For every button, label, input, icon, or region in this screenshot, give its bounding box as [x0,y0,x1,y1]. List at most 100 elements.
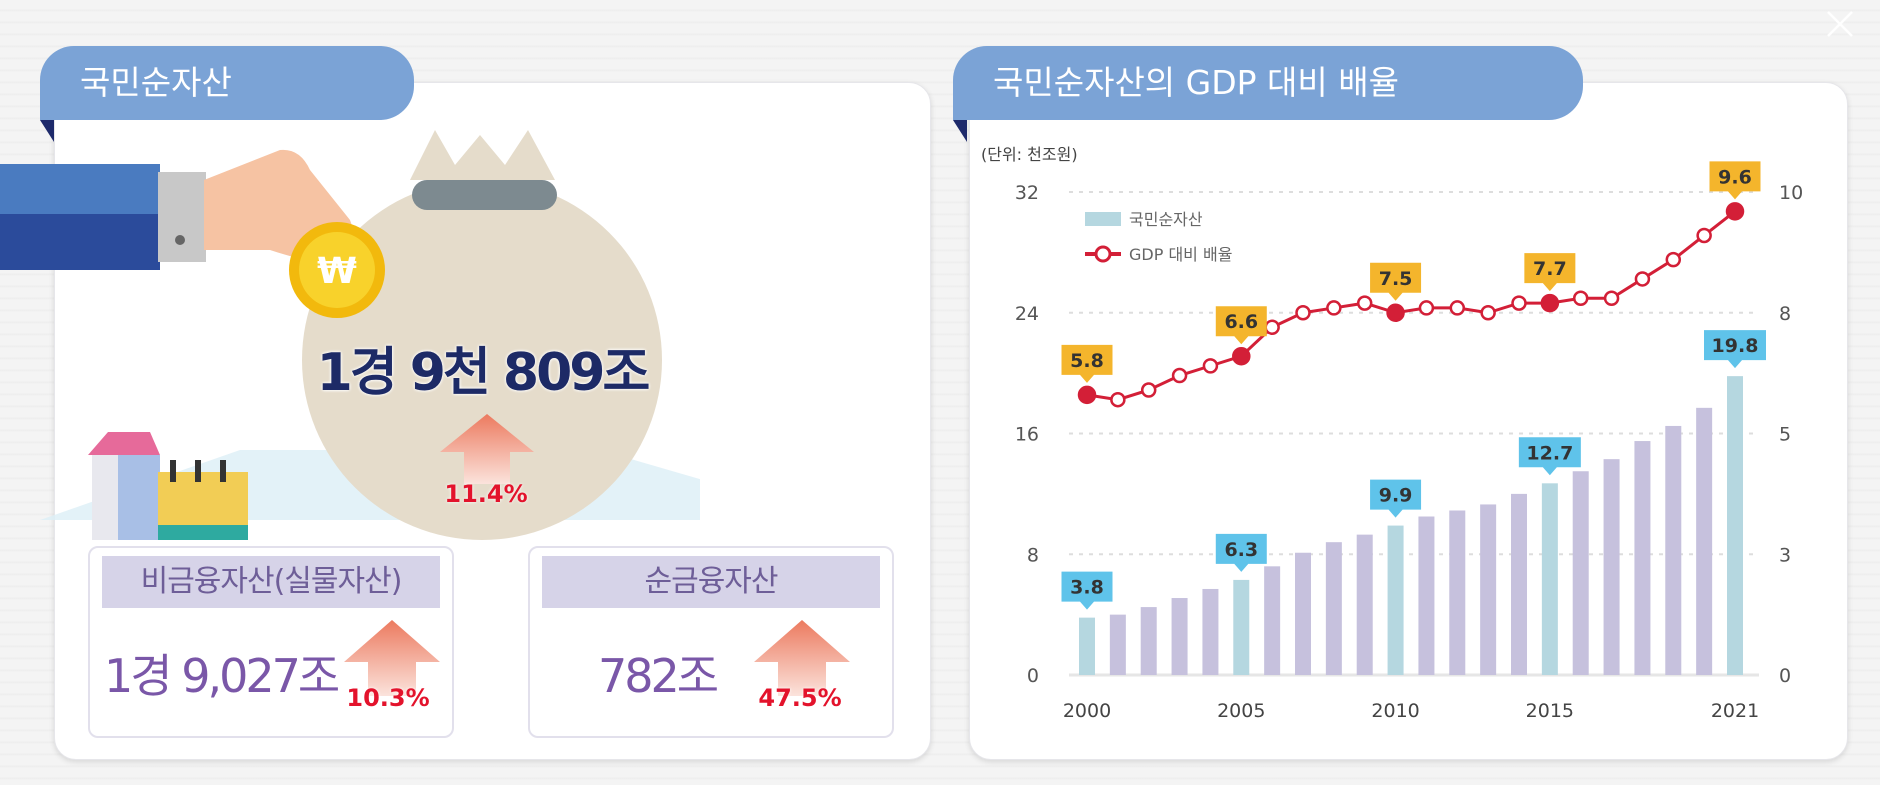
right-axis-tick: 0 [1779,665,1791,687]
net-financial-assets-value: 782조 [598,649,719,703]
left-axis-tick: 32 [1015,182,1039,204]
line-point-2017 [1603,290,1620,307]
line-label-2010-bubble [1370,262,1422,301]
line-label-2010: 7.5 [1379,268,1413,290]
line-point-2020 [1696,227,1712,244]
gdp-ratio-title: 국민순자산의 GDP 대비 배율 [953,46,1583,120]
line-point-2010 [1386,303,1405,322]
bar-2015 [1541,483,1558,675]
line-label-2000: 5.8 [1070,350,1104,372]
bar-2020 [1696,407,1713,675]
bar-2003 [1171,598,1188,675]
line-label-2005: 6.6 [1224,311,1258,333]
bar-label-2021: 19.8 [1712,335,1759,357]
tab-fold [953,120,967,142]
up-arrow-icon [754,620,850,696]
x-axis-tick: 2010 [1371,700,1419,722]
line-label-2021-bubble [1709,161,1761,200]
net-assets-gdp-chart: (단위: 천조원) 0 0 8 3 16 5 24 8 32 10 3.8 5.8 6.3 6.6 9.9 7.… [981,145,1803,722]
total-growth-rate: 11.4% [444,480,528,508]
line-label-2015-bubble [1524,253,1576,292]
line-point-2003 [1171,367,1188,384]
line-point-2021 [1725,202,1745,221]
bar-2000 [1079,617,1095,675]
bar-2001 [1109,614,1126,675]
money-bag-icon [302,130,662,540]
bar-2013 [1480,504,1497,675]
line-point-2002 [1140,382,1157,398]
won-coin-icon: ₩ [289,222,385,318]
net-assets-title: 국민순자산 [40,46,414,120]
gdp-ratio-line [1086,210,1736,402]
tab-fold [40,120,54,142]
bar-label-2005: 6.3 [1224,539,1258,561]
line-point-2009 [1356,295,1373,311]
line-label-2005-bubble [1215,306,1267,345]
bar-2011 [1418,516,1435,675]
left-axis-tick: 24 [1015,303,1039,325]
line-point-2004 [1202,358,1219,374]
bar-2002 [1140,607,1157,675]
line-point-2016 [1572,290,1589,307]
line-point-2007 [1295,305,1311,321]
bar-2014 [1511,493,1527,675]
non-financial-assets-box: 비금융자산(실물자산) 1경 9,027조 10.3% [88,546,454,738]
line-point-2011 [1418,300,1435,316]
bar-2016 [1572,471,1589,675]
line-point-2005 [1232,346,1251,366]
right-axis-tick: 3 [1779,544,1791,566]
bar-label-2021-bubble [1704,330,1766,369]
legend-bar-swatch [1085,212,1121,226]
bar-2012 [1449,510,1466,675]
bar-2017 [1603,459,1620,675]
line-label-2021: 9.6 [1718,166,1752,188]
bar-label-2010: 9.9 [1379,485,1413,507]
line-point-2000 [1077,385,1097,405]
bar-2010 [1387,525,1404,675]
line-point-2013 [1480,305,1496,321]
bar-2008 [1325,542,1342,675]
bar-label-2000: 3.8 [1070,577,1104,599]
x-axis-tick: 2021 [1711,700,1759,722]
line-point-2001 [1110,391,1126,408]
line-point-2019 [1665,251,1682,268]
line-point-2018 [1634,271,1651,287]
non-financial-growth-rate: 10.3% [346,684,430,712]
bar-2005 [1233,579,1250,675]
line-point-2012 [1449,300,1466,316]
bar-label-2010-bubble [1370,479,1422,518]
up-arrow-icon [344,620,440,696]
x-axis-tick: 2015 [1526,700,1574,722]
bar-2019 [1665,425,1682,675]
bar-2021 [1727,376,1743,675]
legend-label-gdp-ratio: GDP 대비 배율 [1129,245,1232,264]
right-axis-tick: 8 [1779,303,1791,325]
net-financial-assets-box: 순금융자산 782조 47.5% [528,546,894,738]
line-label-2015: 7.7 [1533,258,1567,280]
x-axis-tick: 2005 [1217,700,1265,722]
bar-label-2015-bubble [1518,437,1581,476]
right-axis-tick: 10 [1779,182,1803,204]
line-point-2008 [1326,300,1342,316]
net-financial-assets-label: 순금융자산 [542,556,880,608]
close-icon[interactable] [1824,8,1856,40]
unit-label: (단위: 천조원) [981,145,1078,164]
net-financial-growth-rate: 47.5% [758,684,842,712]
bar-2006 [1264,566,1281,675]
non-financial-assets-label: 비금융자산(실물자산) [102,556,440,608]
total-net-assets-value: 1경 9천 809조 [316,343,651,403]
bar-2004 [1202,588,1219,675]
up-arrow-icon [440,414,534,484]
legend-label-net-assets: 국민순자산 [1129,210,1203,229]
bar-2018 [1634,441,1651,675]
left-axis-tick: 0 [1027,665,1039,687]
hand-icon [0,149,358,270]
money-bag-illustration: ₩ [0,130,700,540]
bar-2007 [1295,552,1311,675]
left-axis-tick: 16 [1015,424,1039,446]
right-axis-tick: 5 [1779,424,1791,446]
line-point-2014 [1511,295,1527,311]
line-point-2006 [1264,319,1280,335]
left-axis-tick: 8 [1027,544,1039,566]
line-label-2000-bubble [1061,344,1113,383]
